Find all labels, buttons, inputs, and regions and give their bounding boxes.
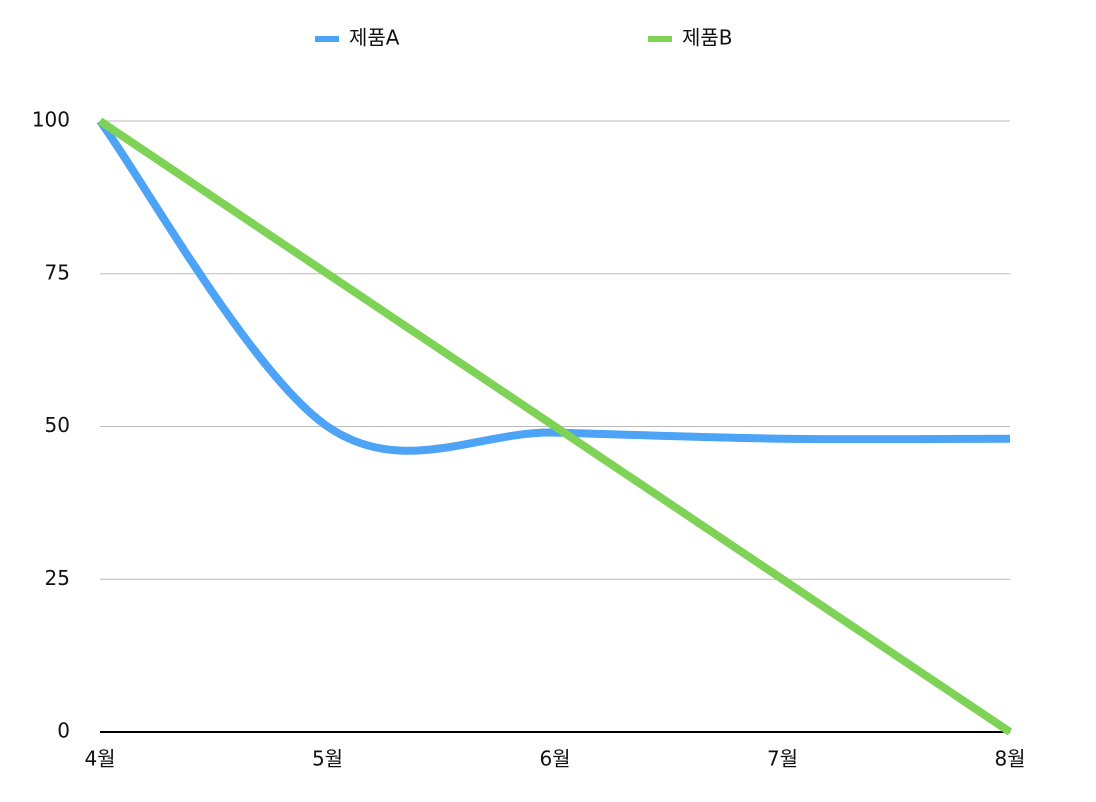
y-tick-label: 25	[45, 566, 70, 590]
x-tick-label: 6월	[539, 747, 570, 771]
line	[97, 117, 1013, 736]
y-tick-label: 50	[45, 413, 70, 437]
x-tick-label: 8월	[994, 747, 1025, 771]
x-tick-label: 7월	[767, 747, 798, 771]
x-tick-label: 4월	[84, 747, 115, 771]
line	[96, 118, 1011, 455]
x-tick-label: 5월	[312, 747, 343, 771]
y-tick-label: 100	[32, 108, 70, 132]
legend-label: 제품B	[682, 26, 733, 50]
y-tick-label: 0	[57, 719, 70, 743]
y-tick-label: 75	[45, 260, 70, 284]
legend-label: 제품A	[349, 26, 400, 50]
